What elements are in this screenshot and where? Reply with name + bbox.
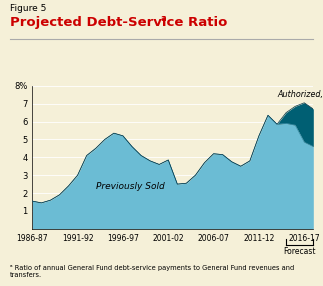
Text: ᵃ Ratio of annual General Fund debt-service payments to General Fund revenues an: ᵃ Ratio of annual General Fund debt-serv… [10, 265, 294, 277]
Text: Projected Debt-Service Ratio: Projected Debt-Service Ratio [10, 16, 227, 29]
Text: a: a [161, 14, 166, 23]
Text: Previously Sold: Previously Sold [96, 182, 164, 191]
Text: Figure 5: Figure 5 [10, 4, 46, 13]
Text: Forecast: Forecast [284, 247, 316, 256]
Text: Authorized, but Unsold: Authorized, but Unsold [277, 90, 323, 98]
